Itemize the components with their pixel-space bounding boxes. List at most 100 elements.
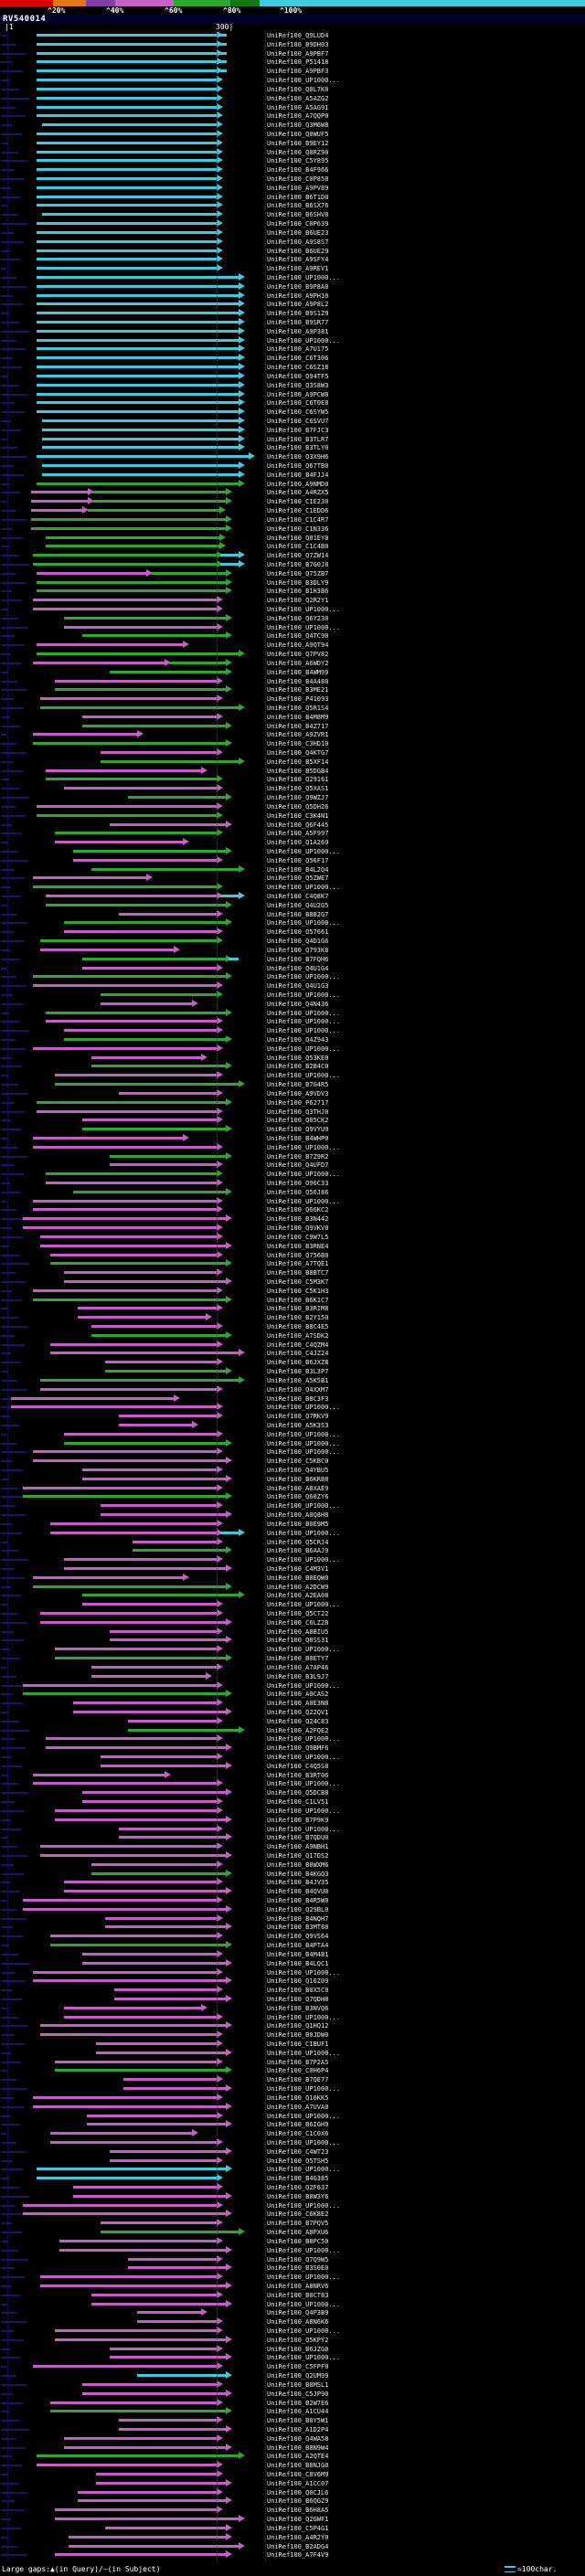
- hit-label[interactable]: UniRef100_B0Y5W1: [267, 2417, 329, 2425]
- alignment-row[interactable]: UniRef100_UP1000...: [0, 1734, 585, 1744]
- alignment-bar[interactable]: [37, 568, 153, 577]
- alignment-row[interactable]: UniRef100_Q29161: [0, 775, 585, 784]
- alignment-bar[interactable]: [33, 596, 223, 604]
- hit-label[interactable]: UniRef100_A8NRV6: [267, 2282, 329, 2290]
- hit-label[interactable]: UniRef100_B7QE77: [267, 2076, 329, 2084]
- alignment-bar[interactable]: [110, 1636, 232, 1644]
- alignment-row[interactable]: UniRef100_Q16KK5: [0, 2093, 585, 2103]
- alignment-row[interactable]: UniRef100_Q4KTG7: [0, 748, 585, 758]
- alignment-row[interactable]: UniRef100_C5K1H3: [0, 1286, 585, 1296]
- alignment-row[interactable]: UniRef100_A8NRV6: [0, 2281, 585, 2291]
- alignment-row[interactable]: UniRef100_Q5CT22: [0, 1609, 585, 1618]
- alignment-row[interactable]: UniRef100_Q9VKV0: [0, 1224, 585, 1233]
- alignment-row[interactable]: UniRef100_B3ME21: [0, 685, 585, 694]
- alignment-bar[interactable]: [105, 1913, 223, 1922]
- alignment-bar[interactable]: [37, 641, 189, 649]
- alignment-bar[interactable]: [220, 69, 227, 73]
- alignment-row[interactable]: UniRef100_Q7QDH8: [0, 1994, 585, 2004]
- hit-label[interactable]: UniRef100_C6K8E2: [267, 2210, 329, 2219]
- alignment-bar[interactable]: [91, 1062, 232, 1070]
- alignment-bar[interactable]: [31, 488, 94, 496]
- alignment-bar[interactable]: [37, 587, 232, 595]
- alignment-bar[interactable]: [73, 1187, 232, 1195]
- alignment-row[interactable]: UniRef100_Q0WUF5: [0, 129, 585, 139]
- alignment-bar[interactable]: [37, 111, 223, 120]
- hit-label[interactable]: UniRef100_UP1000...: [267, 1044, 341, 1053]
- alignment-bar[interactable]: [37, 408, 245, 416]
- alignment-row[interactable]: UniRef100_UP1000...: [0, 990, 585, 1000]
- alignment-row[interactable]: UniRef100_B7QE77: [0, 2075, 585, 2084]
- alignment-row[interactable]: UniRef100_C6K8E2: [0, 2210, 585, 2219]
- hit-label[interactable]: UniRef100_P41093: [267, 695, 329, 704]
- alignment-row[interactable]: UniRef100_Q4XXM7: [0, 1384, 585, 1394]
- alignment-row[interactable]: UniRef100_Q4D1G6: [0, 937, 585, 946]
- alignment-row[interactable]: UniRef100_UP1000...: [0, 2048, 585, 2058]
- alignment-bar[interactable]: [42, 434, 245, 442]
- alignment-bar[interactable]: [55, 2515, 245, 2523]
- hit-label[interactable]: UniRef100_B3L3P7: [267, 1368, 329, 1376]
- hit-label[interactable]: UniRef100_B6JXZ8: [267, 1359, 329, 1367]
- hit-label[interactable]: UniRef100_O96C33: [267, 1180, 329, 1187]
- alignment-row[interactable]: UniRef100_B3TLY0: [0, 443, 585, 452]
- alignment-bar[interactable]: [105, 1367, 232, 1375]
- hit-label[interactable]: UniRef100_A7F4V9: [267, 2551, 329, 2560]
- hit-label[interactable]: UniRef100_B6SHV8: [267, 211, 329, 219]
- alignment-row[interactable]: UniRef100_Q9WZJ7: [0, 793, 585, 802]
- hit-label[interactable]: UniRef100_B4A480: [267, 677, 329, 685]
- alignment-bar[interactable]: [82, 1600, 223, 1608]
- hit-label[interactable]: UniRef100_B4WM99: [267, 668, 329, 676]
- hit-label[interactable]: UniRef100_UP1000...: [267, 1780, 341, 1788]
- alignment-row[interactable]: UniRef100_Q4N436: [0, 999, 585, 1009]
- alignment-bar[interactable]: [123, 2084, 232, 2093]
- alignment-bar[interactable]: [110, 820, 232, 828]
- hit-label[interactable]: UniRef100_Q4U1G4: [267, 964, 329, 972]
- alignment-bar[interactable]: [46, 1170, 223, 1178]
- alignment-row[interactable]: UniRef100_B3RNE4: [0, 1241, 585, 1251]
- alignment-bar[interactable]: [55, 1080, 245, 1088]
- alignment-row[interactable]: UniRef100_C0P639: [0, 219, 585, 228]
- alignment-row[interactable]: UniRef100_B4L2Q4: [0, 864, 585, 875]
- hit-label[interactable]: UniRef100_C5KBC0: [267, 1458, 329, 1466]
- alignment-bar[interactable]: [37, 281, 245, 290]
- hit-label[interactable]: UniRef100_B7FQH6: [267, 955, 329, 963]
- alignment-bar[interactable]: [42, 461, 245, 469]
- alignment-bar[interactable]: [110, 2147, 232, 2155]
- hit-label[interactable]: UniRef100_C4WT23: [267, 2147, 329, 2156]
- hit-label[interactable]: UniRef100_C0H6P4: [267, 2067, 329, 2075]
- alignment-bar[interactable]: [128, 793, 232, 801]
- alignment-row[interactable]: UniRef100_B8PC50: [0, 2236, 585, 2246]
- hit-label[interactable]: UniRef100_C1BUF1: [267, 2041, 329, 2048]
- hit-label[interactable]: UniRef100_A9P8L2: [267, 301, 329, 309]
- alignment-bar[interactable]: [220, 34, 227, 37]
- alignment-bar[interactable]: [105, 1923, 232, 1931]
- alignment-bar[interactable]: [33, 1142, 223, 1150]
- hit-label[interactable]: UniRef100_B8B2G7: [267, 910, 329, 918]
- hit-label[interactable]: UniRef100_Q01EY0: [267, 534, 329, 542]
- alignment-row[interactable]: UniRef100_Q66KC2: [0, 1205, 585, 1214]
- alignment-row[interactable]: UniRef100_Q0CJL6: [0, 2487, 585, 2497]
- alignment-bar[interactable]: [105, 1358, 223, 1366]
- alignment-bar[interactable]: [114, 1986, 223, 1994]
- hit-label[interactable]: UniRef100_B7P9K9: [267, 1816, 329, 1824]
- alignment-row[interactable]: UniRef100_A7UVA0: [0, 2102, 585, 2112]
- alignment-row[interactable]: UniRef100_A8Q8H8: [0, 1511, 585, 1520]
- hit-label[interactable]: UniRef100_UP1000...: [267, 336, 341, 345]
- hit-label[interactable]: UniRef100_B4G385: [267, 2175, 329, 2183]
- alignment-bar[interactable]: [101, 1501, 223, 1510]
- hit-label[interactable]: UniRef100_UP1000...: [267, 2274, 341, 2282]
- alignment-bar[interactable]: [37, 67, 223, 75]
- hit-label[interactable]: UniRef100_B6H8A5: [267, 2507, 329, 2515]
- alignment-bar[interactable]: [82, 963, 223, 971]
- alignment-bar[interactable]: [101, 999, 198, 1007]
- alignment-row[interactable]: UniRef100_Q8RZ90: [0, 147, 585, 157]
- alignment-bar[interactable]: [33, 972, 232, 981]
- alignment-row[interactable]: UniRef100_C1C4B0: [0, 542, 585, 551]
- alignment-row[interactable]: UniRef100_B4WHP0: [0, 1133, 585, 1143]
- alignment-bar[interactable]: [37, 291, 245, 299]
- alignment-row[interactable]: UniRef100_C8V6M9: [0, 2470, 585, 2479]
- hit-label[interactable]: UniRef100_B3DLY9: [267, 578, 329, 587]
- alignment-bar[interactable]: [220, 51, 227, 55]
- alignment-row[interactable]: UniRef100_Q6F445: [0, 820, 585, 830]
- hit-label[interactable]: UniRef100_B0WXM6: [267, 1860, 329, 1869]
- alignment-bar[interactable]: [137, 2371, 232, 2380]
